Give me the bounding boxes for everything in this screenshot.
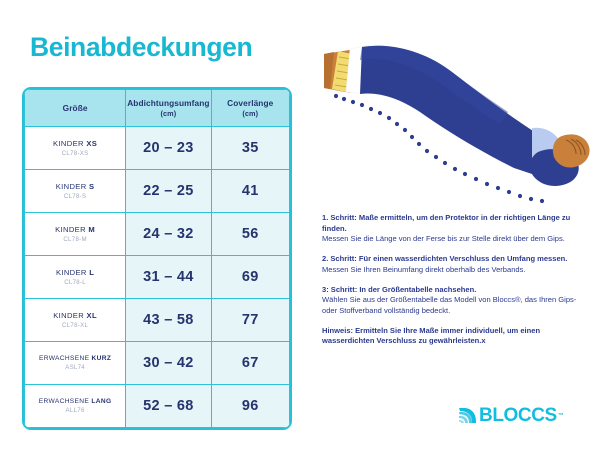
column-header-size: Größe xyxy=(24,89,127,127)
size-code: CL78-L xyxy=(64,279,86,287)
table-row: KINDER S CL78-S 22 – 25 41 xyxy=(24,169,290,213)
step-body: Messen Sie Ihren Beinumfang direkt oberh… xyxy=(322,264,526,274)
table-header-row: Größe Abdichtungsumfang (cm) Coverlänge … xyxy=(24,89,290,127)
step-heading: 2. Schritt: Für einen wasserdichten Vers… xyxy=(322,254,568,264)
table-row: ERWACHSENE LANG ALL76 52 – 68 96 xyxy=(24,384,290,428)
size-name-prefix: KINDER xyxy=(55,267,90,277)
cell-cover-length: 56 xyxy=(210,212,290,256)
note-text: Hinweis: Ermitteln Sie Ihre Maße immer i… xyxy=(322,325,541,346)
cell-size-name: KINDER S CL78-S xyxy=(24,169,127,213)
length-guide-dotted-line xyxy=(333,93,545,204)
size-name-prefix: KINDER xyxy=(55,224,89,234)
step-body: Wählen Sie aus der Größentabelle das Mod… xyxy=(322,295,577,315)
instruction-steps-panel: 1. Schritt: Maße ermitteln, um den Prote… xyxy=(322,213,584,347)
size-name: KINDER XS xyxy=(25,139,125,148)
step-block: 3: Schritt: In der Größentabelle nachseh… xyxy=(322,285,584,317)
cell-cover-length: 96 xyxy=(210,384,290,428)
step-heading: 3: Schritt: In der Größentabelle nachseh… xyxy=(322,284,477,294)
step-block: 1. Schritt: Maße ermitteln, um den Prote… xyxy=(322,213,584,245)
cell-cover-length: 77 xyxy=(210,298,290,342)
size-name-prefix: KINDER xyxy=(53,310,87,320)
bloccs-wave-icon xyxy=(459,408,476,423)
step-body: Messen Sie die Länge von der Ferse bis z… xyxy=(322,234,565,244)
toes-skin xyxy=(552,134,590,168)
column-header-circumference: Abdichtungsumfang (cm) xyxy=(125,89,212,127)
cell-size-name: KINDER M CL78-M xyxy=(24,212,127,256)
steps-list: 1. Schritt: Maße ermitteln, um den Prote… xyxy=(322,213,584,317)
size-name-suffix: LANG xyxy=(91,397,112,405)
size-code: CL78-XS xyxy=(61,150,89,158)
size-name: KINDER XL xyxy=(25,311,125,320)
size-name: KINDER M xyxy=(25,225,125,234)
table-row: KINDER XS CL78-XS 20 – 23 35 xyxy=(24,126,290,170)
cell-circumference: 24 – 32 xyxy=(125,212,212,256)
column-header-circumference-unit: (cm) xyxy=(160,108,177,118)
size-code: ALL76 xyxy=(65,407,85,415)
leg-illustration-svg xyxy=(324,44,590,204)
step-block: 2. Schritt: Für einen wasserdichten Vers… xyxy=(322,254,584,275)
cell-circumference: 43 – 58 xyxy=(125,298,212,342)
cell-circumference: 30 – 42 xyxy=(125,341,212,385)
leg-cover-body xyxy=(360,45,552,176)
size-table-container: Größe Abdichtungsumfang (cm) Coverlänge … xyxy=(22,87,292,430)
cell-cover-length: 41 xyxy=(210,169,290,213)
size-name-suffix: XL xyxy=(86,310,97,320)
size-code: ASL74 xyxy=(65,364,85,372)
size-name-suffix: XS xyxy=(86,138,98,148)
size-name-prefix: ERWACHSENE xyxy=(38,397,92,405)
table-row: ERWACHSENE KURZ ASL74 30 – 42 67 xyxy=(24,341,290,385)
column-header-cover-length: Coverlänge (cm) xyxy=(210,89,290,127)
column-header-size-label: Größe xyxy=(62,102,88,113)
leg-cover-illustration: 2 1 xyxy=(300,0,600,210)
cell-circumference: 22 – 25 xyxy=(125,169,212,213)
cell-circumference: 52 – 68 xyxy=(125,384,212,428)
size-name: KINDER S xyxy=(25,182,125,191)
bloccs-logo: BLOCCS ™ xyxy=(458,406,564,425)
cell-size-name: ERWACHSENE LANG ALL76 xyxy=(24,384,127,428)
cell-cover-length: 35 xyxy=(210,126,290,170)
cell-size-name: KINDER XS CL78-XS xyxy=(24,126,127,170)
size-code: CL78-M xyxy=(63,236,87,244)
bloccs-wordmark: BLOCCS xyxy=(479,405,557,426)
cell-cover-length: 67 xyxy=(210,341,290,385)
column-header-circumference-label: Abdichtungsumfang xyxy=(127,98,210,109)
cell-circumference: 20 – 23 xyxy=(125,126,212,170)
cell-size-name: KINDER L CL78-L xyxy=(24,255,127,299)
size-name-suffix: L xyxy=(89,267,95,277)
table-row: KINDER L CL78-L 31 – 44 69 xyxy=(24,255,290,299)
cell-circumference: 31 – 44 xyxy=(125,255,212,299)
table-row: KINDER XL CL78-XL 43 – 58 77 xyxy=(24,298,290,342)
size-table: Größe Abdichtungsumfang (cm) Coverlänge … xyxy=(24,89,290,428)
size-table-body: KINDER XS CL78-XS 20 – 23 35 KINDER S CL78-S 2… xyxy=(24,126,290,428)
size-table-header: Größe Abdichtungsumfang (cm) Coverlänge … xyxy=(24,89,290,127)
size-name: KINDER L xyxy=(25,268,125,277)
column-header-cover-length-label: Coverlänge xyxy=(227,98,274,109)
cell-size-name: ERWACHSENE KURZ ASL74 xyxy=(24,341,127,385)
column-header-cover-length-unit: (cm) xyxy=(242,108,259,118)
size-name: ERWACHSENE LANG xyxy=(25,398,125,406)
size-name: ERWACHSENE KURZ xyxy=(25,355,125,363)
cell-cover-length: 69 xyxy=(210,255,290,299)
left-panel: Beinabdeckungen Größe Abdichtungsumfang … xyxy=(22,32,292,430)
size-code: CL78-XL xyxy=(62,322,89,330)
size-name-suffix: KURZ xyxy=(91,354,112,362)
cell-size-name: KINDER XL CL78-XL xyxy=(24,298,127,342)
bloccs-trademark: ™ xyxy=(557,412,564,419)
size-code: CL78-S xyxy=(63,193,87,201)
size-name-prefix: ERWACHSENE xyxy=(38,354,92,362)
size-name-prefix: KINDER xyxy=(55,181,90,191)
size-name-suffix: M xyxy=(88,224,96,234)
size-name-suffix: S xyxy=(89,181,95,191)
size-name-prefix: KINDER xyxy=(53,138,87,148)
page-title: Beinabdeckungen xyxy=(30,32,253,62)
step-heading: 1. Schritt: Maße ermitteln, um den Prote… xyxy=(322,213,571,233)
table-row: KINDER M CL78-M 24 – 32 56 xyxy=(24,212,290,256)
